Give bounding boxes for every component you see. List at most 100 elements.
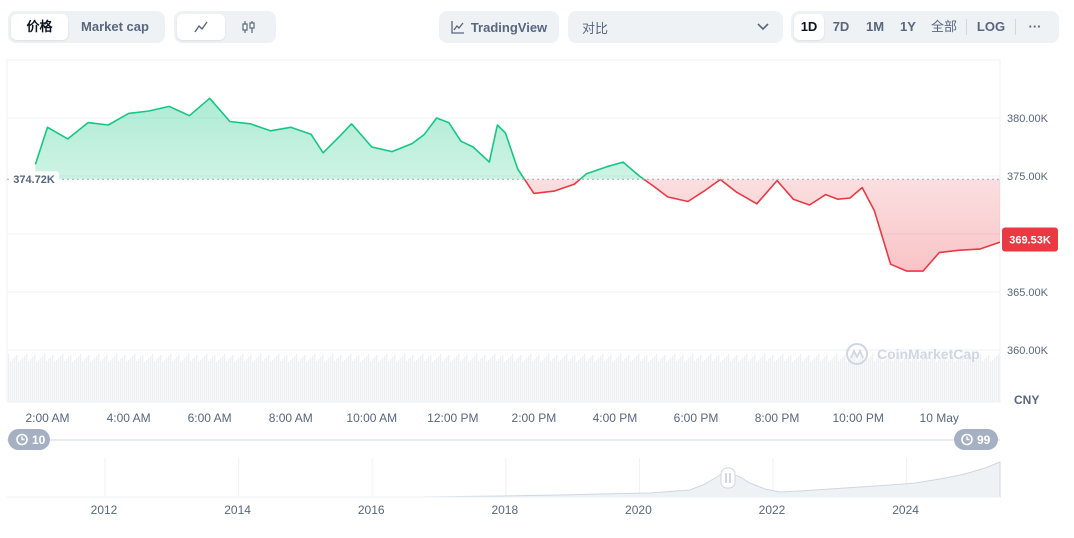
volume-bar [60, 356, 62, 402]
volume-bar [676, 361, 678, 402]
volume-bar [746, 354, 748, 402]
volume-bar [410, 357, 412, 402]
volume-bar [892, 361, 894, 402]
volume-bar [764, 354, 766, 402]
volume-bar [222, 356, 224, 402]
year-label: 2014 [224, 503, 251, 517]
more-options-button[interactable]: ··· [1028, 19, 1042, 34]
volume-bar [654, 356, 656, 402]
volume-bar [732, 359, 734, 402]
tab-price[interactable]: 价格 [11, 14, 68, 40]
volume-bar [342, 362, 344, 402]
volume-bar [528, 356, 530, 402]
volume-bar [394, 355, 396, 402]
chevron-down-icon [757, 23, 769, 31]
range-divider [966, 19, 967, 35]
volume-bar [854, 354, 856, 402]
volume-bar [938, 360, 940, 402]
volume-bar [442, 361, 444, 402]
volume-bar [170, 354, 172, 402]
volume-bar [104, 357, 106, 402]
volume-bar [666, 362, 668, 402]
volume-bar [128, 360, 130, 402]
volume-bar [918, 362, 920, 402]
volume-bar [940, 358, 942, 402]
volume-bar [976, 358, 978, 402]
volume-bar [290, 360, 292, 402]
volume-bar [158, 357, 160, 402]
range-1y[interactable]: 1Y [900, 19, 916, 34]
year-label: 2018 [491, 503, 518, 517]
volume-bar [362, 360, 364, 402]
volume-bar [370, 361, 372, 402]
volume-bar [68, 357, 70, 402]
volume-bar [390, 359, 392, 402]
volume-bar [14, 357, 16, 402]
volume-bar [324, 362, 326, 402]
tradingview-button[interactable]: TradingView [439, 11, 559, 43]
volume-bar [972, 362, 974, 402]
tab-market-cap[interactable]: Market cap [81, 19, 149, 34]
volume-bar [780, 356, 782, 402]
volume-bar [844, 355, 846, 402]
volume-bar [650, 360, 652, 402]
volume-bar [642, 359, 644, 402]
volume-bar [262, 361, 264, 402]
volume-bar [872, 354, 874, 402]
volume-bar [988, 355, 990, 402]
brush-right-handle[interactable]: 99 [954, 429, 998, 450]
volume-bar [994, 358, 996, 402]
volume-bar [888, 356, 890, 402]
volume-bar [210, 359, 212, 402]
volume-bar [956, 360, 958, 402]
volume-bar [34, 355, 36, 402]
volume-bar [944, 354, 946, 402]
volume-bar [202, 358, 204, 402]
brush-grip[interactable] [720, 467, 736, 489]
volume-bar [748, 361, 750, 402]
volume-bar [96, 356, 98, 402]
range-switcher: 1D 7D 1M 1Y 全部 LOG ··· [791, 11, 1059, 43]
volume-bar [850, 358, 852, 402]
year-label: 2024 [892, 503, 919, 517]
log-toggle[interactable]: LOG [976, 19, 1006, 34]
volume-bar [388, 361, 390, 402]
volume-bar [878, 357, 880, 402]
volume-bar [636, 356, 638, 402]
volume-bar [348, 356, 350, 402]
volume-bar [386, 354, 388, 402]
volume-bar [706, 358, 708, 402]
volume-bar [946, 361, 948, 402]
volume-bar [504, 362, 506, 402]
volume-bar [684, 362, 686, 402]
line-chart-icon[interactable] [177, 14, 225, 40]
volume-bar [462, 359, 464, 402]
range-1m[interactable]: 1M [865, 19, 885, 34]
volume-bar [22, 358, 24, 402]
volume-bar [20, 360, 22, 402]
volume-bar [624, 359, 626, 402]
volume-bar [382, 358, 384, 402]
history-icon-hands [21, 436, 25, 441]
range-7d[interactable]: 7D [832, 19, 850, 34]
volume-bar [234, 362, 236, 402]
x-tick-label: 2:00 PM [512, 411, 557, 425]
current-price-badge: 369.53K [1002, 227, 1058, 252]
brush-left-handle[interactable]: 10 [8, 429, 50, 450]
candlestick-icon[interactable] [225, 14, 273, 40]
volume-bar [660, 359, 662, 402]
volume-bar [978, 356, 980, 402]
volume-bar [474, 356, 476, 402]
volume-bar [904, 358, 906, 402]
range-1d[interactable]: 1D [794, 14, 824, 40]
range-all[interactable]: 全部 [930, 19, 957, 34]
volume-bar [326, 360, 328, 402]
volume-bar [254, 360, 256, 402]
compare-select[interactable]: 对比 [568, 11, 783, 43]
history-icon [16, 433, 28, 446]
volume-bar [668, 360, 670, 402]
volume-bar [196, 355, 198, 402]
left-handle-count: 10 [32, 433, 46, 447]
volume-bar [616, 358, 618, 402]
volume-bar [220, 358, 222, 402]
